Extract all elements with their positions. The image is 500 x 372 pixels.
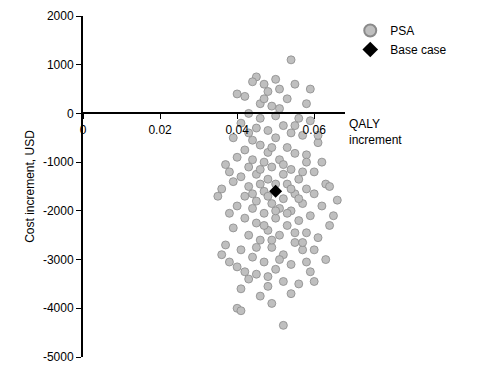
svg-text:1000: 1000 [47,58,74,72]
svg-text:Base case: Base case [390,43,446,57]
svg-text:QALYincrement: QALYincrement [349,117,402,147]
svg-text:Cost increment, USD: Cost increment, USD [23,130,37,243]
svg-text:0.02: 0.02 [148,123,172,137]
svg-text:0.04: 0.04 [225,123,249,137]
svg-text:-3000: -3000 [43,253,74,267]
svg-text:0: 0 [80,123,87,137]
svg-text:-2000: -2000 [43,204,74,218]
svg-text:PSA: PSA [390,24,414,38]
svg-text:0: 0 [67,107,74,121]
svg-text:-1000: -1000 [43,155,74,169]
svg-text:2000: 2000 [47,9,74,23]
svg-text:-5000: -5000 [43,350,74,364]
svg-text:-4000: -4000 [43,301,74,315]
svg-text:0.06: 0.06 [303,123,327,137]
